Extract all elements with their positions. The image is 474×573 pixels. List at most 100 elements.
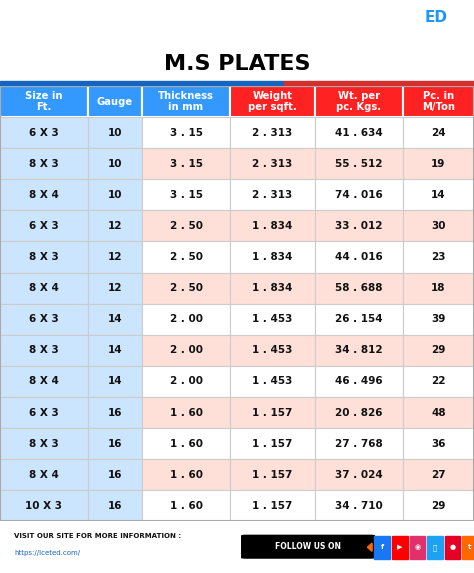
Text: 41 . 634: 41 . 634 <box>335 128 383 138</box>
Text: 8 X 3: 8 X 3 <box>29 439 59 449</box>
Text: 34 . 710: 34 . 710 <box>335 501 383 511</box>
Text: 10: 10 <box>108 190 122 200</box>
Text: 10 X 3: 10 X 3 <box>25 501 63 511</box>
Text: 1 . 834: 1 . 834 <box>252 252 293 262</box>
Bar <box>88 459 142 490</box>
Text: 1 . 834: 1 . 834 <box>252 221 293 231</box>
Bar <box>403 210 474 241</box>
Bar <box>0 304 88 335</box>
Bar <box>445 536 460 559</box>
Text: 20 . 826: 20 . 826 <box>335 407 383 418</box>
Bar <box>403 86 474 117</box>
Text: 2 . 00: 2 . 00 <box>170 376 202 386</box>
Bar <box>403 428 474 459</box>
Bar <box>315 304 403 335</box>
Text: 16: 16 <box>108 470 122 480</box>
Text: 1 . 157: 1 . 157 <box>252 407 293 418</box>
Bar <box>315 397 403 428</box>
Bar <box>142 148 230 179</box>
Text: 16: 16 <box>108 439 122 449</box>
Bar <box>315 148 403 179</box>
Text: 1 . 157: 1 . 157 <box>252 501 293 511</box>
Bar <box>0 148 88 179</box>
Text: 8 X 4: 8 X 4 <box>29 283 59 293</box>
Text: 34 . 812: 34 . 812 <box>335 346 383 355</box>
Bar <box>88 428 142 459</box>
Text: 14: 14 <box>431 190 446 200</box>
Bar <box>315 210 403 241</box>
Text: 12: 12 <box>108 283 122 293</box>
Bar <box>403 117 474 148</box>
Text: 🐦: 🐦 <box>433 544 437 551</box>
Text: 44 . 016: 44 . 016 <box>335 252 383 262</box>
Text: 2 . 313: 2 . 313 <box>253 159 292 168</box>
Bar <box>403 241 474 273</box>
Bar <box>230 397 315 428</box>
Text: 55 . 512: 55 . 512 <box>335 159 383 168</box>
Text: 29: 29 <box>431 346 446 355</box>
Text: 3 . 15: 3 . 15 <box>170 190 202 200</box>
Text: 36: 36 <box>431 439 446 449</box>
Bar <box>88 335 142 366</box>
Text: 1 . 60: 1 . 60 <box>170 501 202 511</box>
Bar <box>88 86 142 117</box>
Bar <box>142 86 230 117</box>
Bar <box>230 304 315 335</box>
Bar <box>315 366 403 397</box>
Bar <box>88 490 142 521</box>
Bar <box>142 366 230 397</box>
Text: 19: 19 <box>431 159 446 168</box>
FancyBboxPatch shape <box>242 535 374 558</box>
Text: WEIGHT OF REBARS - 13: WEIGHT OF REBARS - 13 <box>19 15 265 33</box>
Text: 39: 39 <box>431 314 446 324</box>
Bar <box>0 81 284 86</box>
Text: Wt. per
pc. Kgs.: Wt. per pc. Kgs. <box>337 91 382 112</box>
Text: ▶: ▶ <box>397 544 402 550</box>
Text: 27: 27 <box>431 470 446 480</box>
Text: 6 X 3: 6 X 3 <box>29 128 59 138</box>
Text: Pc. in
M/Ton: Pc. in M/Ton <box>422 91 455 112</box>
Text: 14: 14 <box>108 314 122 324</box>
Text: 8 X 3: 8 X 3 <box>29 159 59 168</box>
Bar <box>142 428 230 459</box>
Text: ◉: ◉ <box>414 544 420 550</box>
Bar <box>403 179 474 210</box>
Bar <box>88 117 142 148</box>
Text: 27 . 768: 27 . 768 <box>335 439 383 449</box>
Text: 14: 14 <box>108 376 122 386</box>
Bar <box>410 536 425 559</box>
Text: 30: 30 <box>431 221 446 231</box>
Bar <box>315 335 403 366</box>
Text: 2 . 50: 2 . 50 <box>170 252 202 262</box>
Bar <box>230 148 315 179</box>
Bar <box>315 86 403 117</box>
Bar <box>0 366 88 397</box>
Bar <box>142 273 230 304</box>
Bar <box>392 536 408 559</box>
Bar <box>0 490 88 521</box>
Bar <box>88 179 142 210</box>
Bar <box>0 241 88 273</box>
Bar <box>315 117 403 148</box>
Bar <box>88 366 142 397</box>
Bar <box>230 273 315 304</box>
Text: 6 X 3: 6 X 3 <box>29 221 59 231</box>
Text: 2 . 313: 2 . 313 <box>253 128 292 138</box>
Bar <box>284 81 474 86</box>
Text: 26 . 154: 26 . 154 <box>335 314 383 324</box>
Bar <box>403 335 474 366</box>
Bar <box>142 210 230 241</box>
Bar <box>142 304 230 335</box>
Text: Thickness
in mm: Thickness in mm <box>158 91 214 112</box>
Text: 3 . 15: 3 . 15 <box>170 159 202 168</box>
Bar <box>142 335 230 366</box>
Bar <box>0 335 88 366</box>
Text: 18: 18 <box>431 283 446 293</box>
Bar <box>230 366 315 397</box>
Bar <box>462 536 474 559</box>
Bar <box>142 179 230 210</box>
Bar <box>315 459 403 490</box>
Text: 6 X 3: 6 X 3 <box>29 407 59 418</box>
Bar <box>142 459 230 490</box>
Bar <box>230 241 315 273</box>
